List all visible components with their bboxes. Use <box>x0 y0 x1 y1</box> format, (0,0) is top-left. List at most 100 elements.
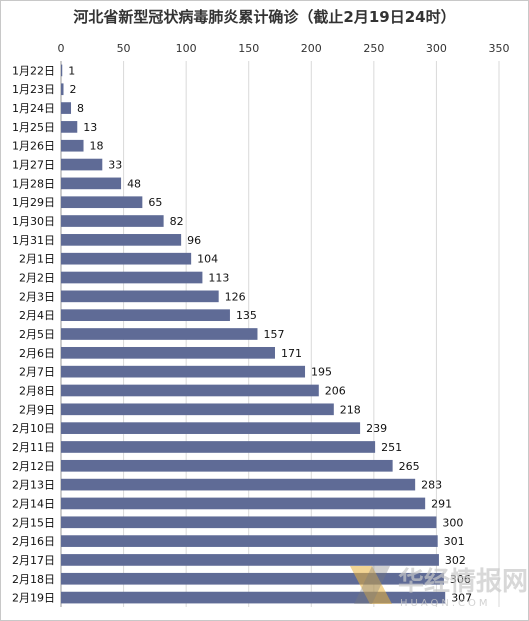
watermark-text: 华经情报网 <box>398 566 528 597</box>
bar <box>61 102 72 114</box>
x-tick-label: 350 <box>489 42 510 55</box>
bar <box>61 478 416 491</box>
value-label: 126 <box>225 290 246 303</box>
value-label: 291 <box>431 497 452 510</box>
value-label: 206 <box>325 384 346 397</box>
x-tick-label: 300 <box>426 42 447 55</box>
watermark: 华经情报网 HUAON.COM <box>350 566 528 609</box>
value-label: 1 <box>68 64 75 77</box>
bar <box>61 177 122 190</box>
value-label: 301 <box>444 535 465 548</box>
category-label: 2月8日 <box>19 384 55 397</box>
x-tick-label: 100 <box>176 42 197 55</box>
x-tick-label: 250 <box>363 42 384 55</box>
category-label: 2月4日 <box>19 309 55 322</box>
value-label: 113 <box>208 272 229 285</box>
bar <box>61 271 203 284</box>
value-label: 306 <box>450 573 471 586</box>
category-label: 1月22日 <box>12 64 55 77</box>
category-label: 2月3日 <box>19 290 55 303</box>
x-tick-label: 50 <box>117 42 131 55</box>
value-label: 300 <box>442 516 463 529</box>
category-label: 2月16日 <box>12 535 55 548</box>
bar <box>61 516 437 529</box>
category-label: 1月30日 <box>12 215 55 228</box>
value-label: 239 <box>366 422 387 435</box>
category-label: 1月24日 <box>12 102 55 115</box>
x-axis-ticks: 0 50 100 150 200 250 300 350 <box>58 42 510 55</box>
bar <box>61 196 143 209</box>
value-label: 48 <box>127 177 141 190</box>
category-label: 2月18日 <box>12 573 55 586</box>
category-label: 2月11日 <box>12 441 55 454</box>
x-tick-label: 0 <box>58 42 65 55</box>
category-label: 2月12日 <box>12 460 55 473</box>
category-label: 1月29日 <box>12 196 55 209</box>
bar <box>61 535 438 547</box>
value-label: 2 <box>70 83 77 96</box>
bar <box>61 346 275 359</box>
value-label: 82 <box>170 215 184 228</box>
bar <box>61 422 361 434</box>
watermark-logo-shape-2 <box>354 566 390 604</box>
category-labels: 1月22日 1月23日 1月24日 1月25日 1月26日 1月27日 1月28日 1月29日… <box>12 64 55 604</box>
category-label: 2月1日 <box>19 253 55 266</box>
value-label: 307 <box>451 592 472 605</box>
value-label: 33 <box>108 159 122 172</box>
x-tick-label: 150 <box>238 42 259 55</box>
bar <box>61 158 103 171</box>
bar <box>61 83 64 96</box>
category-label: 2月19日 <box>12 592 55 605</box>
bar <box>61 591 446 604</box>
bar <box>61 64 63 77</box>
value-label: 218 <box>340 403 361 416</box>
bar <box>61 459 393 472</box>
category-label: 2月17日 <box>12 554 55 567</box>
value-label: 13 <box>83 121 97 134</box>
category-label: 1月31日 <box>12 234 55 247</box>
category-label: 1月27日 <box>12 159 55 172</box>
value-label: 96 <box>187 234 201 247</box>
category-label: 2月7日 <box>19 366 55 379</box>
watermark-logo-shape <box>350 566 392 604</box>
value-label: 18 <box>90 140 104 153</box>
bar <box>61 403 334 416</box>
category-label: 2月13日 <box>12 479 55 492</box>
value-label: 195 <box>311 366 332 379</box>
value-label: 302 <box>445 554 466 567</box>
bar <box>61 497 426 510</box>
value-label: 251 <box>381 441 402 454</box>
category-label: 1月25日 <box>12 121 55 134</box>
bars <box>61 64 446 604</box>
category-label: 2月9日 <box>19 403 55 416</box>
value-label: 8 <box>77 102 84 115</box>
category-label: 2月14日 <box>12 497 55 510</box>
category-label: 1月28日 <box>12 177 55 190</box>
bar <box>61 252 192 265</box>
bar <box>61 441 376 453</box>
bar <box>61 384 319 397</box>
bar <box>61 290 219 303</box>
category-label: 2月10日 <box>12 422 55 435</box>
bar <box>61 309 230 322</box>
bar <box>61 139 84 152</box>
value-label: 171 <box>281 347 302 360</box>
category-label: 2月2日 <box>19 272 55 285</box>
value-label: 104 <box>197 253 218 266</box>
value-label: 65 <box>148 196 162 209</box>
value-label: 157 <box>263 328 284 341</box>
value-label: 135 <box>236 309 257 322</box>
value-label: 265 <box>399 460 420 473</box>
category-label: 2月15日 <box>12 516 55 529</box>
value-label: 283 <box>421 479 442 492</box>
bar <box>61 328 258 340</box>
chart-title: 河北省新型冠状病毒肺炎累计确诊（截止2月19日24时） <box>73 8 456 26</box>
category-label: 2月6日 <box>19 347 55 360</box>
bar <box>61 121 78 133</box>
bar <box>61 234 182 246</box>
bar <box>61 215 164 227</box>
category-label: 1月26日 <box>12 140 55 153</box>
x-tick-label: 200 <box>301 42 322 55</box>
